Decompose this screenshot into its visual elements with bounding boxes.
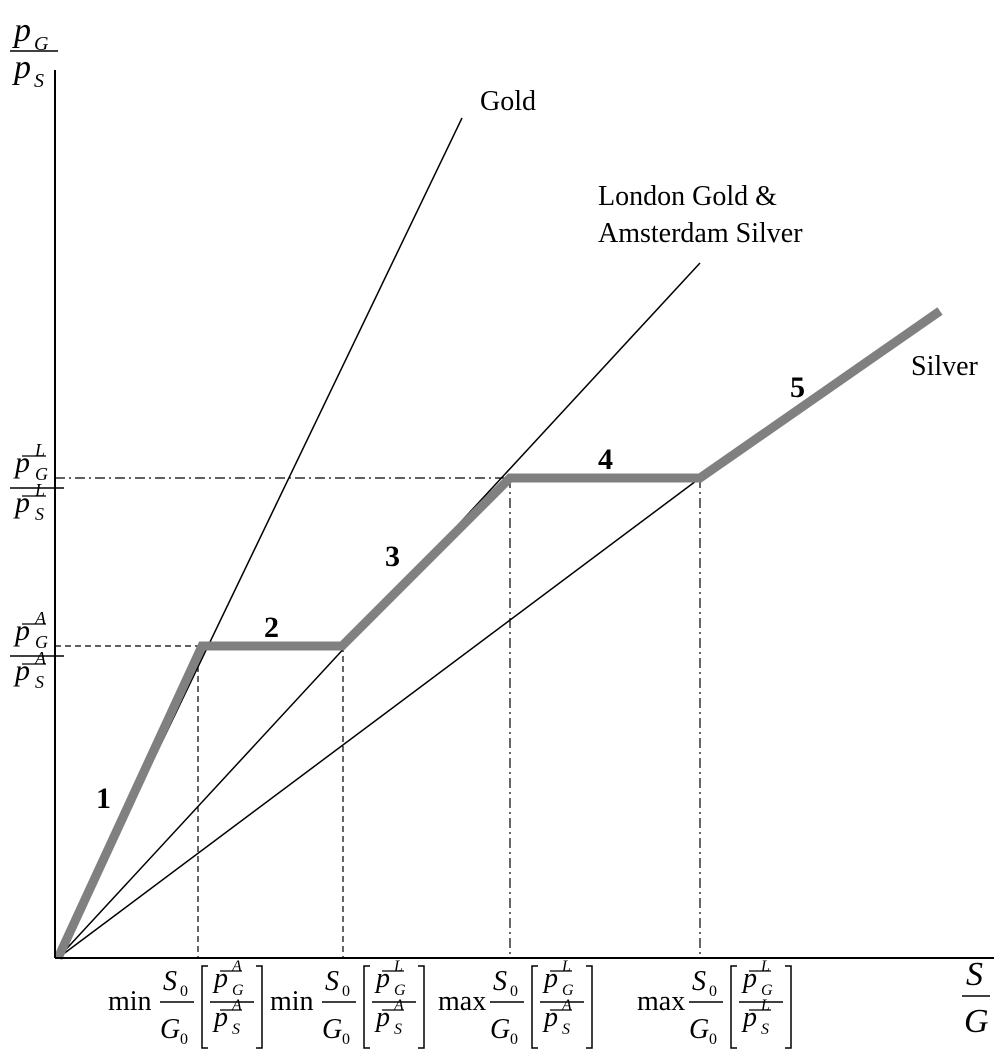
svg-text:p: p [13,446,30,479]
svg-text:p: p [13,486,30,519]
svg-text:p: p [374,963,390,994]
svg-text:G: G [689,1014,709,1045]
y-axis-label: p G p S [10,12,58,92]
svg-text:G: G [761,982,773,999]
svg-text:S: S [35,504,44,524]
x-label-den: G [964,1003,989,1040]
svg-text:S: S [493,966,507,997]
svg-text:p: p [212,963,228,994]
y-tick-amsterdam: p A G p A S [10,608,64,692]
x-axis-label: S G [962,956,990,1040]
svg-text:L: L [760,997,770,1014]
svg-text:G: G [232,982,244,999]
svg-text:S: S [761,1021,769,1038]
y-tick-london: p L G p L S [10,440,64,524]
svg-text:p: p [741,963,757,994]
svg-text:S: S [562,1021,570,1038]
equilibrium-path [53,307,943,960]
y-label-den-sub: S [34,70,44,92]
svg-text:G: G [322,1014,342,1045]
svg-text:L: L [34,480,45,500]
svg-text:G: G [35,632,48,652]
svg-text:A: A [34,608,47,628]
x-tick-2: min S 0 G 0 p L G p A S [270,958,425,1049]
svg-text:L: L [393,958,403,975]
y-label-num-sub: G [34,33,49,55]
y-label-num: p [12,12,31,49]
segment-1-label: 1 [96,782,111,815]
svg-text:max: max [438,986,486,1017]
svg-text:A: A [561,997,572,1014]
axes [54,70,994,959]
svg-text:A: A [231,997,242,1014]
svg-text:S: S [394,1021,402,1038]
svg-text:p: p [212,1002,228,1033]
london-gold-label-line2: Amsterdam Silver [598,218,803,249]
svg-text:min: min [108,986,152,1017]
svg-text:p: p [741,1002,757,1033]
gold-label: Gold [480,86,536,117]
svg-text:G: G [394,982,406,999]
svg-text:p: p [13,654,30,687]
svg-text:0: 0 [510,1031,518,1048]
svg-text:G: G [562,982,574,999]
svg-text:p: p [374,1002,390,1033]
svg-text:0: 0 [180,1031,188,1048]
svg-text:G: G [160,1014,180,1045]
x-tick-1: min S 0 G 0 p A G p A S [108,958,263,1049]
svg-text:p: p [542,1002,558,1033]
svg-text:G: G [490,1014,510,1045]
svg-text:0: 0 [510,983,518,1000]
svg-text:S: S [692,966,706,997]
svg-text:A: A [231,958,242,975]
silver-label: Silver [911,351,979,382]
svg-text:min: min [270,986,314,1017]
svg-text:G: G [35,464,48,484]
ray-silver [57,477,701,959]
segment-3-label: 3 [385,540,400,573]
svg-text:p: p [542,963,558,994]
segment-5-label: 5 [790,371,805,404]
svg-text:0: 0 [709,1031,717,1048]
svg-text:S: S [35,672,44,692]
svg-text:A: A [393,997,404,1014]
segment-2-label: 2 [264,611,279,644]
x-tick-3: max S 0 G 0 p L G p A S [438,958,593,1049]
svg-text:S: S [325,966,339,997]
svg-text:L: L [561,958,571,975]
y-label-den: p [12,49,31,86]
svg-text:L: L [760,958,770,975]
svg-text:S: S [163,966,177,997]
x-tick-4: max S 0 G 0 p L G p L S [637,958,792,1049]
svg-text:A: A [34,648,47,668]
x-label-num: S [966,956,983,993]
svg-text:0: 0 [342,1031,350,1048]
london-gold-label-line1: London Gold & [598,181,777,212]
svg-text:S: S [232,1021,240,1038]
svg-text:0: 0 [180,983,188,1000]
svg-text:L: L [34,440,45,460]
svg-text:p: p [13,614,30,647]
segment-4-label: 4 [598,443,613,476]
svg-text:0: 0 [342,983,350,1000]
svg-text:max: max [637,986,685,1017]
svg-text:0: 0 [709,983,717,1000]
